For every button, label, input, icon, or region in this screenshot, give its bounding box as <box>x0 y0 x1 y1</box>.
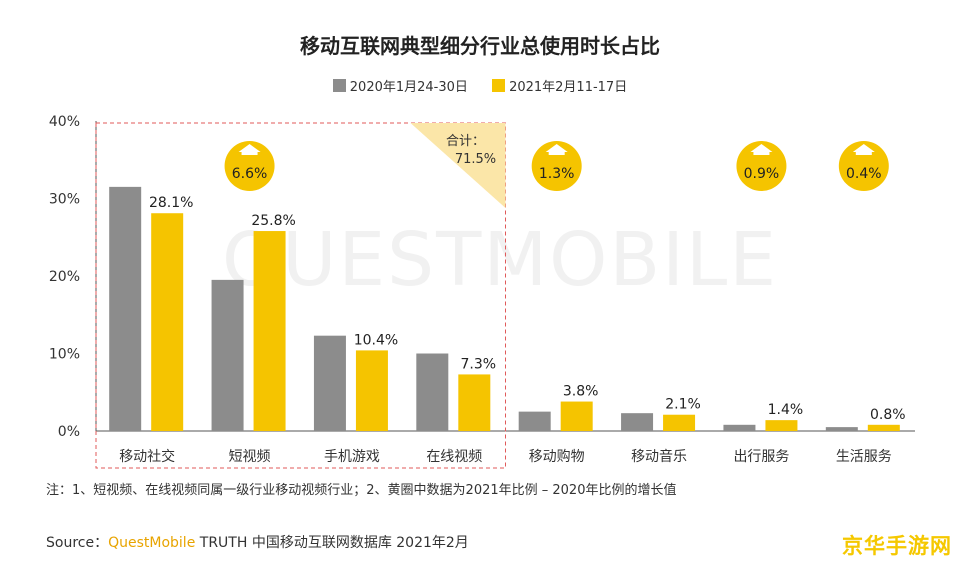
total-annotation-value: 71.5% <box>455 152 496 167</box>
growth-arrow-icon <box>852 144 875 152</box>
data-label-2021: 1.4% <box>768 402 804 418</box>
data-label-2021: 7.3% <box>461 356 497 372</box>
data-label-2021: 3.8% <box>563 384 599 400</box>
legend-label-2020: 2020年1月24-30日 <box>349 80 468 95</box>
bar-2020 <box>723 424 756 431</box>
growth-arrow-icon <box>750 144 773 152</box>
y-tick-label: 10% <box>49 347 80 363</box>
bars-layer <box>109 186 900 431</box>
bar-2020 <box>518 411 551 431</box>
bar-2020 <box>313 335 346 431</box>
source-suffix: TRUTH 中国移动互联网数据库 2021年2月 <box>195 535 469 551</box>
growth-badge-label: 0.9% <box>744 166 780 182</box>
growth-badge-circle <box>838 141 889 191</box>
legend-label-2021: 2021年2月11-17日 <box>509 80 628 95</box>
bar-2021 <box>458 374 491 431</box>
background-watermark: QUESTMOBILE <box>222 217 778 303</box>
chart-source: Source：QuestMobile TRUTH 中国移动互联网数据库 2021… <box>46 532 469 552</box>
growth-arrow-icon <box>545 144 568 152</box>
data-label-2021: 25.8% <box>251 213 295 229</box>
source-prefix: Source： <box>46 535 109 551</box>
labels-layer: 28.1% 移动社交 25.8% 短视频 10.4% 手机游戏 7.3% 在线视频 3.8% 移动… <box>119 195 905 465</box>
category-label: 移动购物 <box>529 449 585 465</box>
growth-badge-label: 1.3% <box>539 166 575 182</box>
category-label: 生活服务 <box>836 449 892 465</box>
legend-item-2021: 2021年2月11-17日 <box>492 76 627 95</box>
chart-note: 注：1、短视频、在线视频同属一级行业移动视频行业；2、黄圈中数据为2021年比例… <box>46 483 677 498</box>
growth-badge-circle <box>736 141 787 191</box>
source-brand: QuestMobile <box>108 535 196 551</box>
growth-badge-label: 6.6% <box>232 166 268 182</box>
y-tick-label: 20% <box>49 269 80 285</box>
bar-2021 <box>560 401 593 431</box>
data-label-2021: 0.8% <box>870 407 906 423</box>
growth-arrow-stem <box>753 152 770 155</box>
bar-2020 <box>211 279 244 431</box>
data-label-2021: 2.1% <box>665 397 701 413</box>
category-label: 手机游戏 <box>324 449 380 465</box>
category-label: 出行服务 <box>733 449 789 465</box>
bar-2020 <box>416 353 449 431</box>
bar-2021 <box>151 213 184 431</box>
data-label-2021: 28.1% <box>149 195 193 211</box>
category-label: 移动社交 <box>119 448 175 465</box>
growth-arrow-stem <box>855 152 872 155</box>
video-social-highlight-box <box>95 122 506 469</box>
chart-legend: 2020年1月24-30日 2021年2月11-17日 <box>0 76 960 96</box>
growth-badge-circle <box>531 141 582 191</box>
data-label-2021: 10.4% <box>354 332 398 348</box>
legend-item-2020: 2020年1月24-30日 <box>332 76 468 95</box>
category-label: 短视频 <box>229 449 271 465</box>
corner-watermark-logo: 京华手游网 <box>842 534 952 558</box>
bar-2020 <box>109 186 142 431</box>
bar-2020 <box>621 413 654 431</box>
bar-2021 <box>663 414 696 431</box>
total-annotation-label: 合计： <box>446 134 485 149</box>
y-tick-label: 0% <box>58 424 80 440</box>
category-label: 在线视频 <box>426 449 482 465</box>
growth-arrow-stem <box>548 152 565 155</box>
bar-2021 <box>765 420 798 431</box>
total-annotation-triangle <box>410 123 506 208</box>
y-tick-label: 40% <box>49 114 80 130</box>
legend-swatch-2021 <box>492 79 506 92</box>
bar-2021 <box>867 424 900 431</box>
y-tick-label: 30% <box>49 192 80 208</box>
growth-badge-label: 0.4% <box>846 166 882 182</box>
bar-2020 <box>825 427 858 431</box>
badges-layer: 6.6% 1.3% 0.9% 0.4% <box>224 141 889 191</box>
bar-2021 <box>355 350 388 431</box>
growth-arrow-icon <box>238 144 261 152</box>
highlight-layer: 合计： 71.5% <box>95 122 506 469</box>
growth-arrow-stem <box>241 152 258 155</box>
chart-title: 移动互联网典型细分行业总使用时长占比 <box>300 34 660 58</box>
bar-2021 <box>253 231 286 431</box>
growth-badge-circle <box>224 141 275 191</box>
category-label: 移动音乐 <box>631 448 687 465</box>
legend-swatch-2020 <box>332 79 346 92</box>
